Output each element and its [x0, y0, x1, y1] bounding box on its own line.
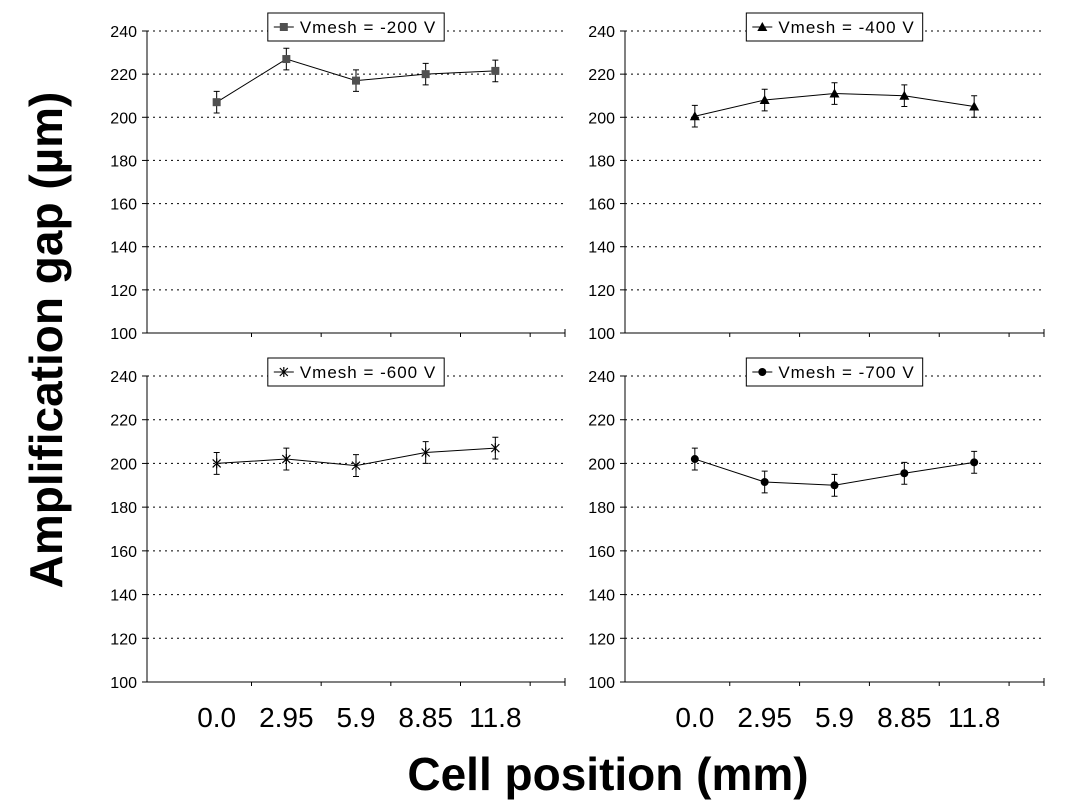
y-tick-label: 140: [110, 588, 137, 605]
x-tick-label: 5.9: [337, 702, 376, 733]
data-point: [970, 458, 979, 467]
y-tick-label: 220: [110, 67, 137, 84]
y-tick-label: 200: [110, 110, 137, 127]
y-tick-label: 160: [110, 197, 137, 214]
x-tick-label: 0.0: [197, 702, 236, 733]
data-point: [490, 443, 500, 454]
data-point: [421, 447, 431, 458]
data-point: [760, 478, 769, 487]
y-tick-label: 100: [588, 675, 615, 692]
legend-marker: [279, 23, 288, 31]
legend-box: [267, 357, 445, 387]
chart-panel-3: 100 120 140 160 180 200 220 240 0.0 2.95 5.9 8.85 11…: [110, 357, 566, 733]
legend-box: [745, 12, 924, 42]
y-tick-label: 240: [588, 24, 615, 41]
data-point: [491, 66, 500, 75]
legend-label: Vmesh = -600 V: [300, 363, 436, 382]
legend-box: [267, 12, 445, 42]
data-point: [421, 70, 430, 79]
y-tick-label: 100: [588, 326, 615, 343]
y-tick-label: 140: [588, 588, 615, 605]
y-tick-label: 160: [588, 197, 615, 214]
y-tick-label: 120: [588, 631, 615, 648]
data-point: [689, 111, 700, 121]
data-point: [212, 98, 221, 107]
y-tick-label: 200: [588, 110, 615, 127]
y-tick-label: 180: [588, 500, 615, 517]
data-point: [900, 469, 909, 478]
legend-marker: [757, 22, 768, 31]
y-tick-label: 100: [110, 675, 137, 692]
y-tick-label: 220: [110, 413, 137, 430]
data-point: [212, 458, 222, 469]
chart-panel-4: 100 120 140 160 180 200 220 240 0.0 2.95 5.9 8.85 11…: [588, 357, 1045, 733]
y-tick-label: 160: [110, 544, 137, 561]
legend-box: [745, 357, 924, 387]
x-tick-label: 2.95: [259, 702, 314, 733]
x-tick-label: 5.9: [815, 702, 854, 733]
y-tick-label: 200: [110, 456, 137, 473]
data-point: [351, 460, 361, 471]
x-tick-label: 11.8: [469, 702, 521, 733]
data-point: [969, 101, 980, 111]
data-point: [281, 454, 291, 465]
data-point: [830, 481, 839, 490]
y-tick-label: 140: [588, 240, 615, 257]
legend-label: Vmesh = -400 V: [778, 18, 914, 37]
x-axis-title: Cell position (mm): [407, 748, 808, 800]
y-tick-label: 240: [110, 369, 137, 386]
x-tick-label: 11.8: [948, 702, 1000, 733]
y-tick-label: 180: [110, 153, 137, 170]
x-tick-label: 0.0: [675, 702, 714, 733]
data-point: [352, 76, 360, 85]
y-tick-label: 220: [588, 413, 615, 430]
y-tick-label: 100: [110, 326, 137, 343]
y-tick-label: 180: [588, 153, 615, 170]
y-tick-label: 180: [110, 500, 137, 517]
y-tick-label: 220: [588, 67, 615, 84]
y-tick-label: 120: [588, 283, 615, 300]
x-tick-label: 2.95: [737, 702, 792, 733]
legend-label: Vmesh = -200 V: [300, 18, 436, 37]
x-tick-label: 8.85: [877, 702, 932, 733]
y-axis-title: Amplification gap (µm): [20, 92, 72, 589]
y-tick-label: 240: [110, 24, 137, 41]
data-point: [282, 55, 291, 64]
y-tick-label: 240: [588, 369, 615, 386]
chart-panel-1: 100 120 140 160 180 200 220 240 Vmesh = -200 V: [110, 12, 566, 343]
chart-panel-2: 100 120 140 160 180 200 220 240 Vmesh = -400 V: [588, 12, 1045, 343]
data-point: [759, 95, 770, 105]
x-tick-label: 8.85: [398, 702, 453, 733]
y-tick-label: 200: [588, 456, 615, 473]
y-tick-label: 120: [110, 631, 137, 648]
data-point: [829, 88, 840, 98]
data-point: [899, 90, 910, 100]
data-point: [690, 455, 699, 464]
legend-marker: [758, 368, 767, 376]
y-tick-label: 120: [110, 283, 137, 300]
legend-marker: [279, 367, 289, 377]
y-tick-label: 140: [110, 240, 137, 257]
legend-label: Vmesh = -700 V: [778, 363, 914, 382]
y-tick-label: 160: [588, 544, 615, 561]
